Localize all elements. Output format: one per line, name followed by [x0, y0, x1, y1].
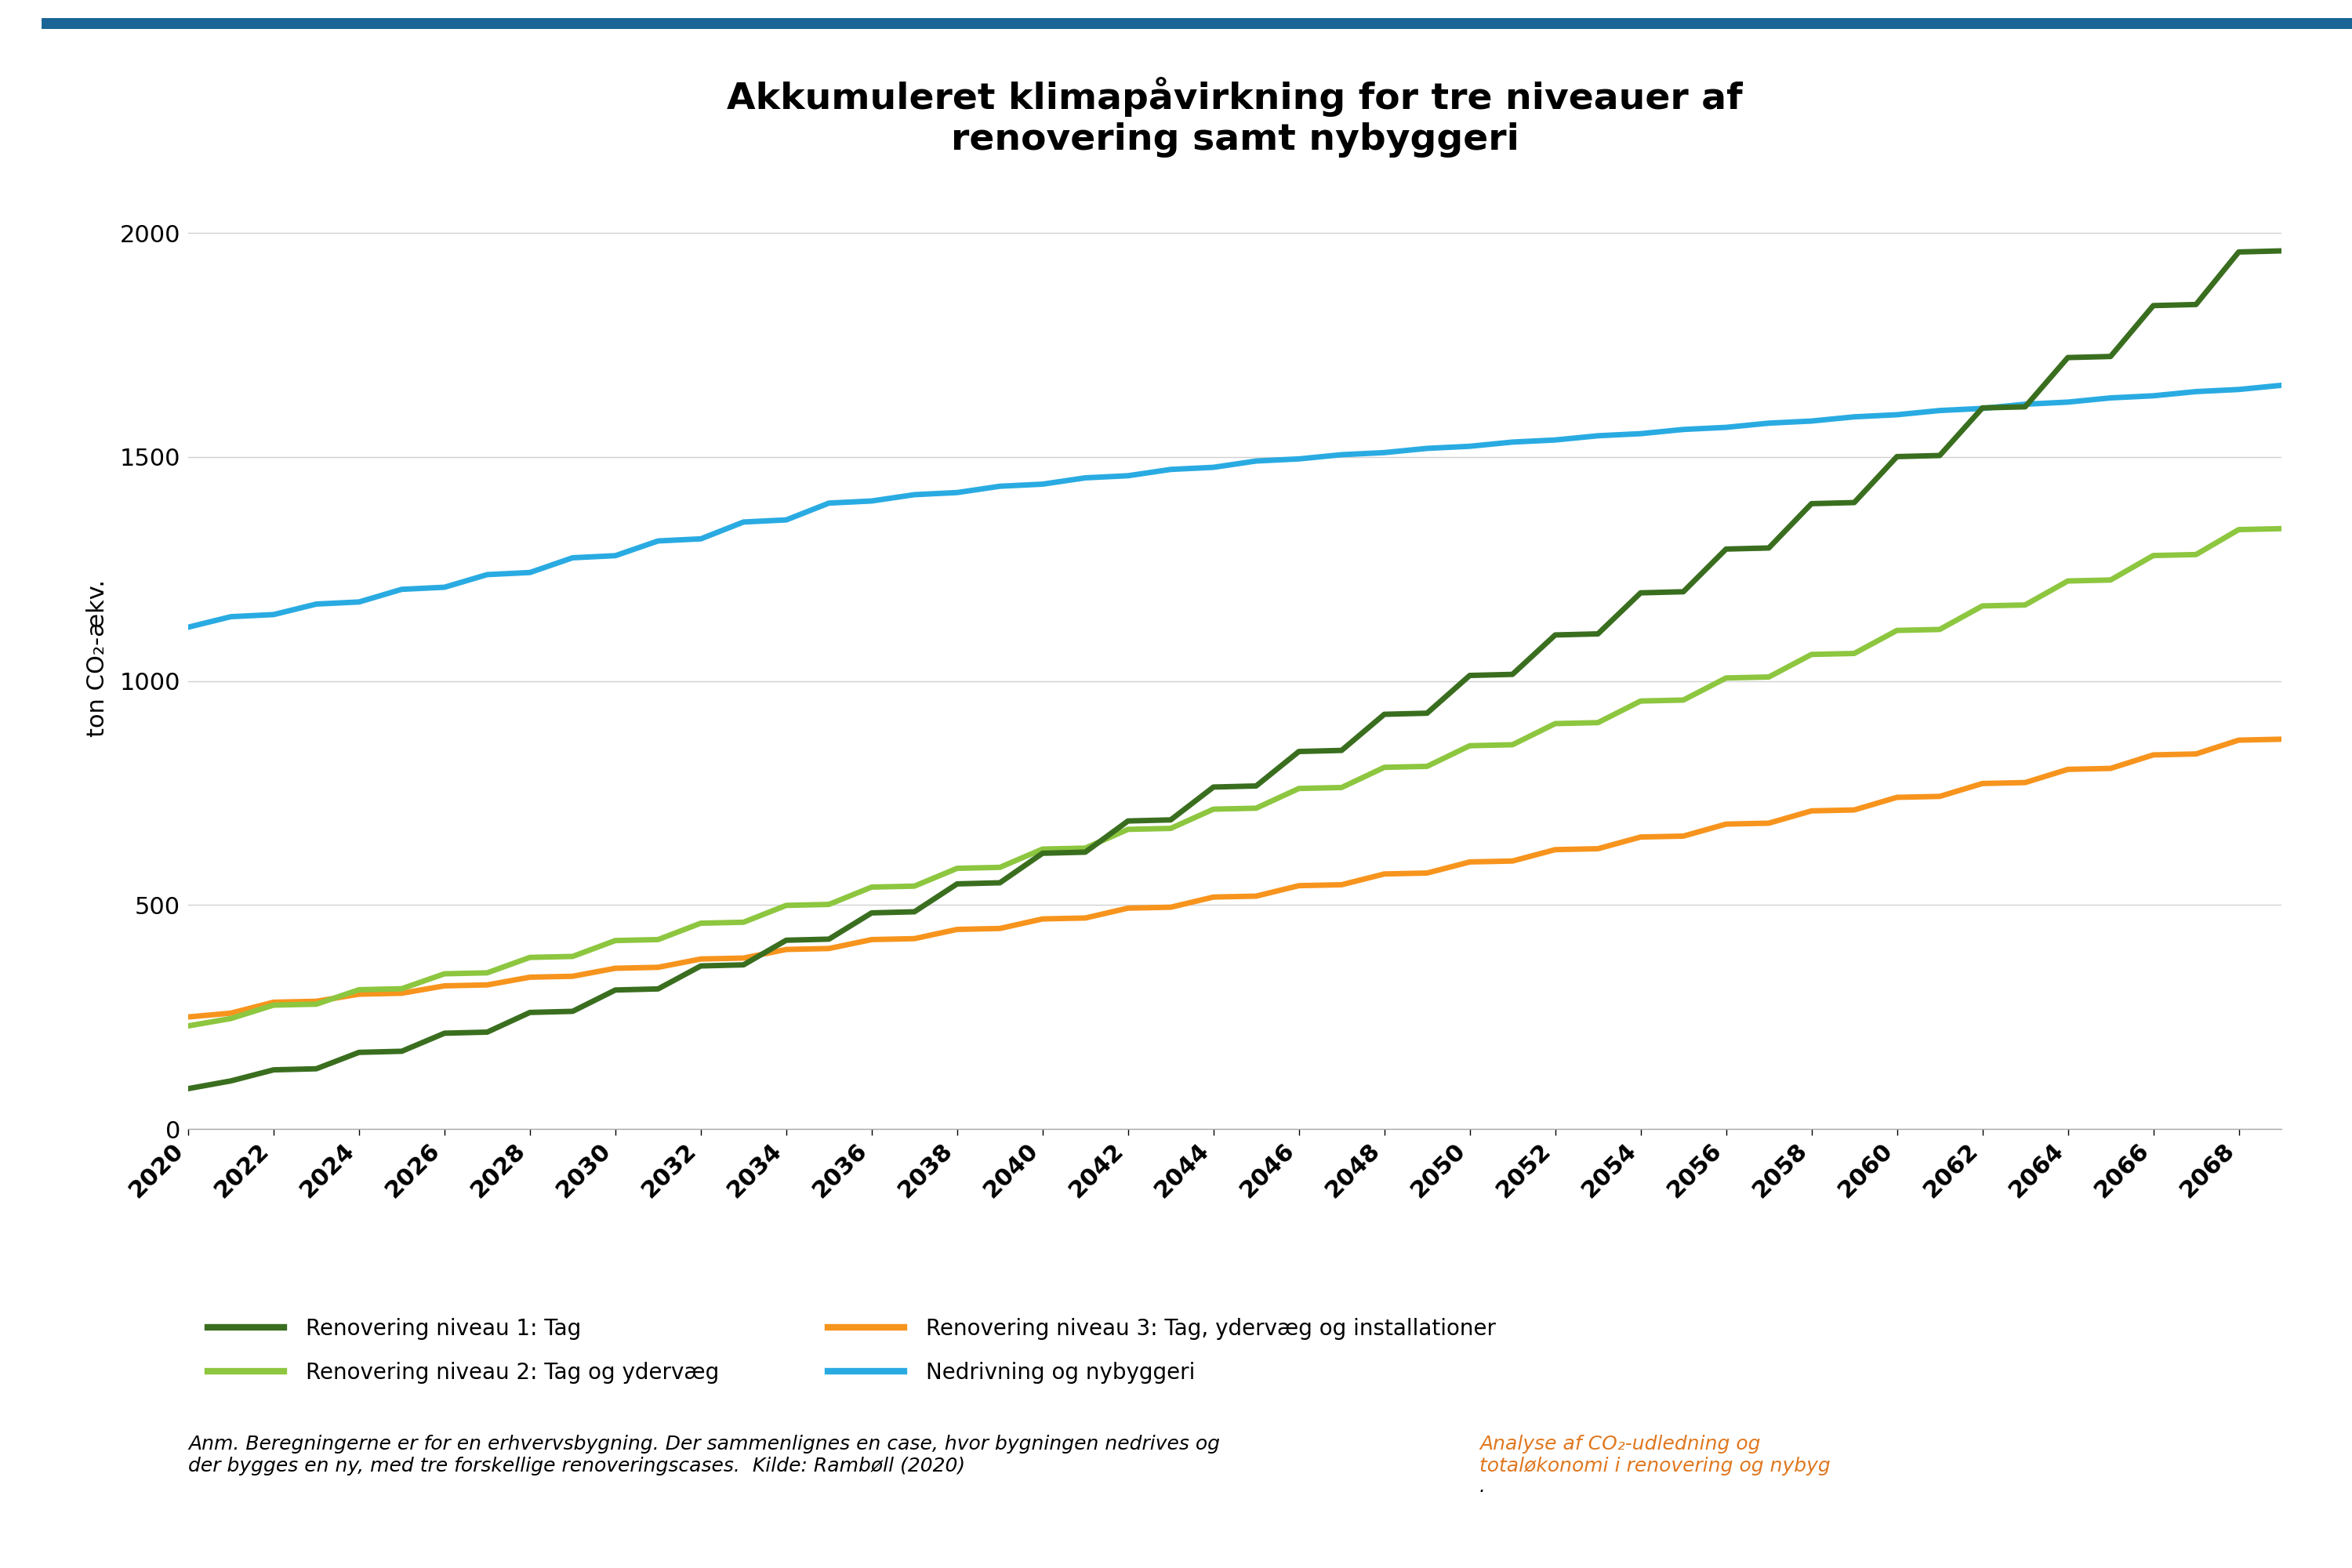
Text: .: . [1479, 1477, 1486, 1496]
Title: Akkumuleret klimapåvirkning for tre niveauer af
renovering samt nybyggeri: Akkumuleret klimapåvirkning for tre nive… [727, 77, 1743, 158]
Legend: Renovering niveau 1: Tag, Renovering niveau 2: Tag og ydervæg, Renovering niveau: Renovering niveau 1: Tag, Renovering niv… [200, 1309, 1505, 1392]
Text: Anm. Beregningerne er for en erhvervsbygning. Der sammenlignes en case, hvor byg: Anm. Beregningerne er for en erhvervsbyg… [188, 1435, 1221, 1475]
Text: Analyse af CO₂-udledning og
totaløkonomi i renovering og nybyg: Analyse af CO₂-udledning og totaløkonomi… [1479, 1435, 1830, 1475]
Y-axis label: ton CO₂-ækv.: ton CO₂-ækv. [87, 580, 108, 737]
